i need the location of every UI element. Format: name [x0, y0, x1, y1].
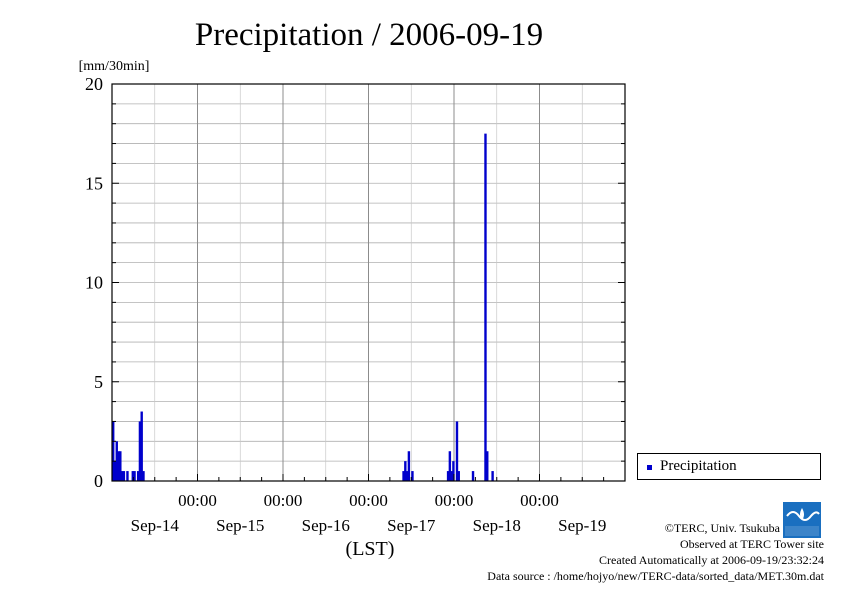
precipitation-bar [407, 451, 411, 481]
axes [111, 83, 626, 482]
x-date-label: Sep-19 [558, 516, 606, 535]
x-axis-label: (LST) [346, 538, 395, 560]
credits-block: ©TERC, Univ. Tsukuba Observed at TERC To… [404, 520, 824, 584]
precipitation-bar [122, 471, 126, 481]
x-date-label: Sep-17 [387, 516, 436, 535]
legend-label: Precipitation [660, 458, 737, 474]
legend-swatch [647, 465, 652, 470]
precipitation-bar [404, 461, 407, 481]
observed-text: Observed at TERC Tower site [679, 537, 824, 551]
y-tick-label: 20 [85, 74, 103, 94]
precipitation-bar [138, 421, 142, 481]
precipitation-bar [112, 421, 115, 481]
x-time-label: 00:00 [520, 491, 559, 510]
precipitation-bar [491, 471, 494, 481]
y-tick-label: 5 [94, 372, 103, 392]
precipitation-bar [450, 471, 453, 481]
precipitation-bar [126, 471, 129, 481]
precipitation-bar [455, 421, 459, 481]
x-time-label: 00:00 [264, 491, 303, 510]
y-axis-label: [mm/30min] [79, 59, 150, 74]
bar-series-precipitation [112, 133, 494, 481]
x-date-label: Sep-18 [473, 516, 521, 535]
x-date-label: Sep-14 [131, 516, 180, 535]
created-text: Created Automatically at 2006-09-19/23:3… [599, 553, 824, 567]
precipitation-bar [411, 471, 414, 481]
precipitation-bar [448, 451, 452, 481]
precipitation-bar [402, 471, 405, 481]
precipitation-bar [457, 471, 460, 481]
precipitation-bar [113, 461, 117, 481]
precipitation-bar [133, 471, 136, 481]
precipitation-bar [120, 471, 124, 481]
precipitation-bar [140, 411, 143, 481]
grid-lines [112, 84, 625, 481]
precipitation-bar [117, 451, 120, 481]
y-tick-label: 10 [85, 273, 103, 293]
precipitation-bar [486, 451, 489, 481]
x-date-label: Sep-15 [216, 516, 264, 535]
precipitation-bar [142, 471, 145, 481]
x-time-label: 00:00 [435, 491, 474, 510]
precipitation-bar [471, 471, 475, 481]
copyright-text: ©TERC, Univ. Tsukuba [664, 521, 780, 535]
precipitation-bar [115, 441, 118, 481]
chart-title: Precipitation / 2006-09-19 [195, 17, 543, 53]
precipitation-bar [119, 451, 122, 481]
terc-logo [783, 502, 821, 538]
precipitation-bar [136, 471, 140, 481]
legend: Precipitation [637, 453, 821, 480]
precipitation-bar [405, 471, 409, 481]
precipitation-bar [131, 471, 134, 481]
x-time-label: 00:00 [349, 491, 388, 510]
y-tick-label: 0 [94, 471, 103, 491]
source-text: Data source : /home/hojyo/new/TERC-data/… [487, 569, 824, 583]
x-tick-labels: 00:00 00:00 00:00 00:00 00:00 Sep-14 Sep-15 Sep… [131, 491, 607, 535]
precipitation-bar [452, 461, 455, 481]
precipitation-bar [446, 471, 450, 481]
precipitation-bar [484, 133, 487, 481]
y-tick-labels: 0 5 10 15 20 [85, 74, 103, 491]
y-tick-label: 15 [85, 173, 103, 193]
x-time-label: 00:00 [178, 491, 217, 510]
x-date-label: Sep-16 [302, 516, 350, 535]
